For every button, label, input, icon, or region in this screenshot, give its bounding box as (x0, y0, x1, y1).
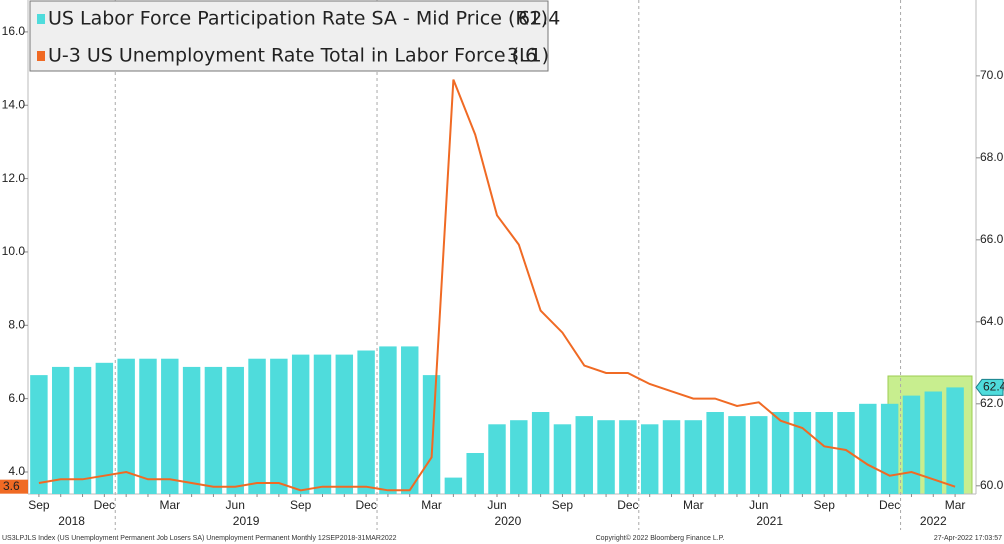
bar (946, 387, 964, 494)
bar (837, 412, 855, 494)
bar (379, 346, 397, 494)
bar (706, 412, 724, 494)
x-tick-label: Jun (487, 498, 506, 512)
bar (313, 354, 332, 494)
bar (444, 477, 463, 494)
bar (161, 358, 179, 494)
y-tick-label: 8.0 (8, 317, 25, 331)
bar (924, 391, 943, 494)
bar (335, 354, 354, 494)
x-tick-label: Dec (617, 498, 638, 512)
x-tick-label: Dec (355, 498, 376, 512)
x-tick-label: Sep (552, 498, 574, 512)
legend-swatch (37, 14, 45, 24)
y-tick-label: 6.0 (8, 391, 25, 405)
bar (226, 366, 244, 494)
y2-tick-label: 66.0 (980, 232, 1004, 246)
y-tick-label: 12.0 (2, 171, 26, 185)
last-value-tag (975, 378, 1004, 396)
bar (270, 358, 288, 494)
bar (597, 420, 615, 494)
line (38, 79, 956, 492)
bar (619, 420, 637, 494)
legend-value: 62.4 (518, 8, 560, 30)
year-label: 2022 (920, 514, 947, 528)
last-value-label: 3.6 (3, 479, 20, 493)
bar (859, 403, 877, 494)
y2-tick-label: 60.0 (980, 478, 1004, 492)
bar (95, 362, 114, 494)
bar (575, 416, 593, 494)
plot: 2018 2019 2020 2021 2022 4.0 6.0 8.0 10.0 12.0 14.… (0, 0, 1004, 530)
x-tick-label: Mar (421, 498, 442, 512)
bar (357, 350, 375, 494)
x-tick-label: Sep (28, 498, 50, 512)
bar (248, 358, 266, 494)
legend-value: 3.6 (507, 45, 537, 67)
footer-center: Copyright© 2022 Bloomberg Finance L.P. (596, 534, 725, 542)
bar (531, 412, 550, 494)
year-label: 2019 (233, 514, 260, 528)
x-tick-label: Sep (290, 498, 312, 512)
y2-tick-label: 70.0 (980, 68, 1004, 82)
bar (51, 366, 70, 494)
x-tick-label: Dec (879, 498, 900, 512)
legend (29, 0, 549, 72)
bar (815, 412, 833, 494)
bar (291, 354, 310, 494)
year-label: 2020 (495, 514, 522, 528)
bar (117, 358, 135, 494)
legend-label: US Labor Force Participation Rate SA - M… (48, 8, 548, 30)
bar (510, 420, 528, 494)
y-tick-label: 14.0 (2, 97, 26, 111)
x-tick-label: Jun (749, 498, 768, 512)
bar (880, 403, 899, 494)
legend-label: U-3 US Unemployment Rate Total in Labor … (48, 45, 549, 67)
bar (30, 375, 48, 494)
bar (771, 412, 790, 494)
x-tick-label: Sep (814, 498, 836, 512)
bar (553, 424, 572, 494)
bar (182, 366, 201, 494)
bar (640, 424, 659, 494)
legend-swatch (37, 51, 45, 61)
x-tick-label: Mar (683, 498, 704, 512)
footer-right: 27-Apr-2022 17:03:57 (934, 535, 1002, 542)
last-value-label: 62.4 (983, 380, 1004, 394)
y-tick-label: 4.0 (8, 464, 25, 478)
bar (902, 395, 921, 494)
y2-tick-label: 62.0 (980, 396, 1004, 410)
bar (662, 420, 681, 494)
y2-tick-label: 64.0 (980, 314, 1004, 328)
last-value-tag (0, 479, 28, 494)
y-tick-label: 16.0 (2, 24, 26, 38)
x-tick-label: Jun (226, 498, 245, 512)
year-label: 2018 (58, 514, 85, 528)
bar (73, 366, 92, 494)
bar (139, 358, 157, 494)
x-tick-label: Mar (945, 498, 966, 512)
bar (488, 424, 506, 494)
footer-left: US3LPJLS Index (US Unemployment Permanen… (2, 535, 397, 542)
bar (728, 416, 746, 494)
year-label: 2021 (756, 514, 783, 528)
y-tick-label: 10.0 (2, 244, 26, 258)
bar (204, 366, 223, 494)
bar (684, 420, 703, 494)
bar (793, 412, 812, 494)
bar (422, 375, 441, 494)
bar (466, 453, 484, 494)
bar (750, 416, 768, 494)
y2-tick-label: 68.0 (980, 150, 1004, 164)
bar (401, 346, 419, 494)
x-tick-label: Dec (94, 498, 115, 512)
x-tick-label: Mar (159, 498, 180, 512)
